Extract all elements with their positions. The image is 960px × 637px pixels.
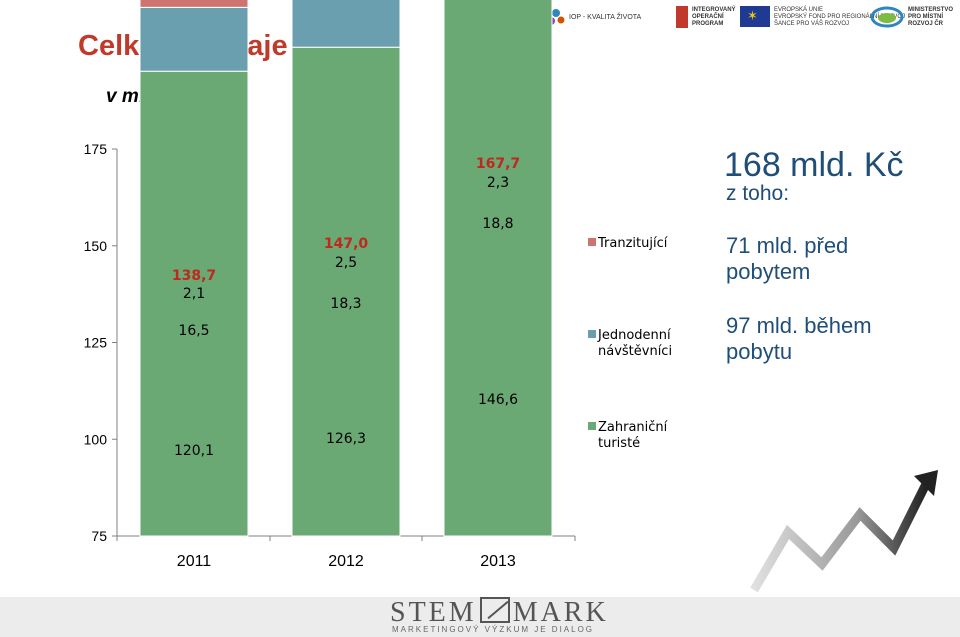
total-spending: 168 mld. Kč [724, 146, 904, 184]
data-label: 2,5 [335, 255, 357, 271]
legend-label: Jednodenní [597, 328, 671, 343]
legend-label: Tranzitující [597, 236, 668, 251]
total-label: 147,0 [324, 236, 369, 252]
eu-line1: EVROPSKÁ UNIE [774, 7, 824, 13]
iop-program-line1: INTEGROVANÝ [692, 7, 736, 13]
y-tick-label: 100 [84, 431, 108, 447]
eu-line3: ŠANCE PRO VÁŠ ROZVOJ [774, 21, 850, 27]
before-stay-point: 71 mld. před pobytem [726, 233, 848, 285]
data-label: 2,1 [183, 286, 205, 302]
during-stay-point: 97 mld. během pobytu [726, 313, 872, 365]
mmr-line3: ROZVOJ ČR [908, 21, 944, 27]
x-tick-label: 2011 [177, 553, 212, 570]
during-stay-line1: 97 mld. během [726, 313, 872, 338]
data-label: 2,3 [487, 175, 509, 191]
of-which-label: z toho: [726, 182, 790, 205]
total-label: 167,7 [476, 156, 520, 172]
brand-part1: STEM [390, 597, 477, 628]
y-tick-label: 125 [84, 335, 108, 351]
eu-line2: EVROPSKÝ FOND PRO REGIONÁLNÍ ROZVOJ [774, 14, 906, 20]
data-label: 16,5 [178, 323, 209, 339]
data-label: 18,3 [330, 296, 361, 312]
legend-label: Zahraniční [598, 420, 668, 435]
during-stay-line2: pobytu [726, 339, 793, 364]
mmr-line1: MINISTERSTVO [908, 7, 954, 13]
bar-tourists [139, 70, 249, 537]
legend-label: návštěvníci [598, 344, 672, 359]
before-stay-line1: 71 mld. před [726, 233, 849, 258]
y-tick-label: 75 [91, 528, 107, 544]
x-tick-label: 2013 [480, 553, 516, 570]
data-label: 18,8 [482, 216, 513, 232]
total-label: 138,7 [172, 268, 216, 284]
iop-program-line3: PROGRAM [692, 21, 724, 27]
legend-swatch [588, 238, 596, 246]
bar-tourists [443, 0, 553, 537]
stemmark-logo: STEM MARK [390, 597, 609, 629]
data-label: 146,6 [478, 392, 518, 408]
legend-label: turisté [598, 436, 640, 451]
bar-tourists [291, 46, 401, 537]
before-stay-line2: pobytem [726, 259, 811, 284]
eu-flag-icon: ✶ [740, 6, 770, 27]
iop-logo-text: IOP - KVALITA ŽIVOTA [569, 14, 642, 21]
brand-part2: MARK [512, 597, 609, 628]
growth-arrow-icon [750, 470, 938, 593]
legend-swatch [588, 422, 596, 430]
data-label: 126,3 [326, 431, 366, 447]
legend-swatch [588, 330, 596, 338]
y-tick-label: 175 [84, 141, 108, 157]
brand-tagline: MARKETINGOVÝ VÝZKUM JE DIALOG [392, 625, 595, 634]
bar-day-visitors [139, 6, 249, 72]
brand-slash-icon [479, 597, 510, 623]
mmr-line2: PRO MÍSTNÍ [908, 14, 944, 20]
x-tick-label: 2012 [328, 553, 364, 570]
data-label: 120,1 [174, 443, 214, 459]
iop-program-mark [676, 6, 688, 28]
mmr-logo-icon [870, 6, 904, 28]
iop-program-line2: OPERAČNÍ [692, 14, 724, 20]
bar-transit [139, 0, 249, 8]
y-tick-label: 150 [84, 238, 108, 254]
bar-day-visitors [291, 0, 401, 48]
